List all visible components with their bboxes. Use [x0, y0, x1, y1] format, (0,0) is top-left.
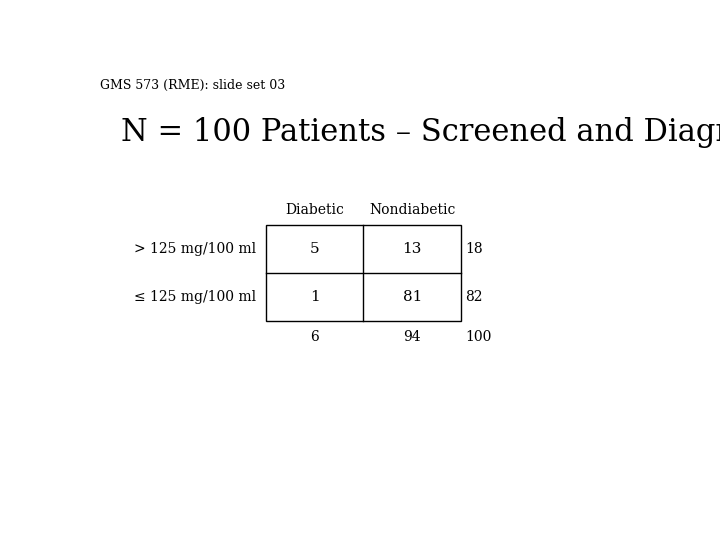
Text: N = 100 Patients – Screened and Diagnosed: N = 100 Patients – Screened and Diagnose…	[121, 117, 720, 148]
Text: 1: 1	[310, 289, 320, 303]
Text: 5: 5	[310, 242, 320, 256]
Text: GMS 573 (RME): slide set 03: GMS 573 (RME): slide set 03	[100, 79, 285, 92]
Text: 94: 94	[403, 329, 421, 343]
Text: 82: 82	[466, 289, 483, 303]
Text: 18: 18	[466, 242, 483, 256]
Text: 81: 81	[402, 289, 422, 303]
Text: > 125 mg/100 ml: > 125 mg/100 ml	[134, 242, 256, 256]
Text: Diabetic: Diabetic	[285, 204, 344, 218]
Text: 100: 100	[466, 329, 492, 343]
Text: 6: 6	[310, 329, 319, 343]
Text: ≤ 125 mg/100 ml: ≤ 125 mg/100 ml	[134, 289, 256, 303]
Bar	[266, 225, 461, 321]
Text: Nondiabetic: Nondiabetic	[369, 204, 456, 218]
Text: 13: 13	[402, 242, 422, 256]
